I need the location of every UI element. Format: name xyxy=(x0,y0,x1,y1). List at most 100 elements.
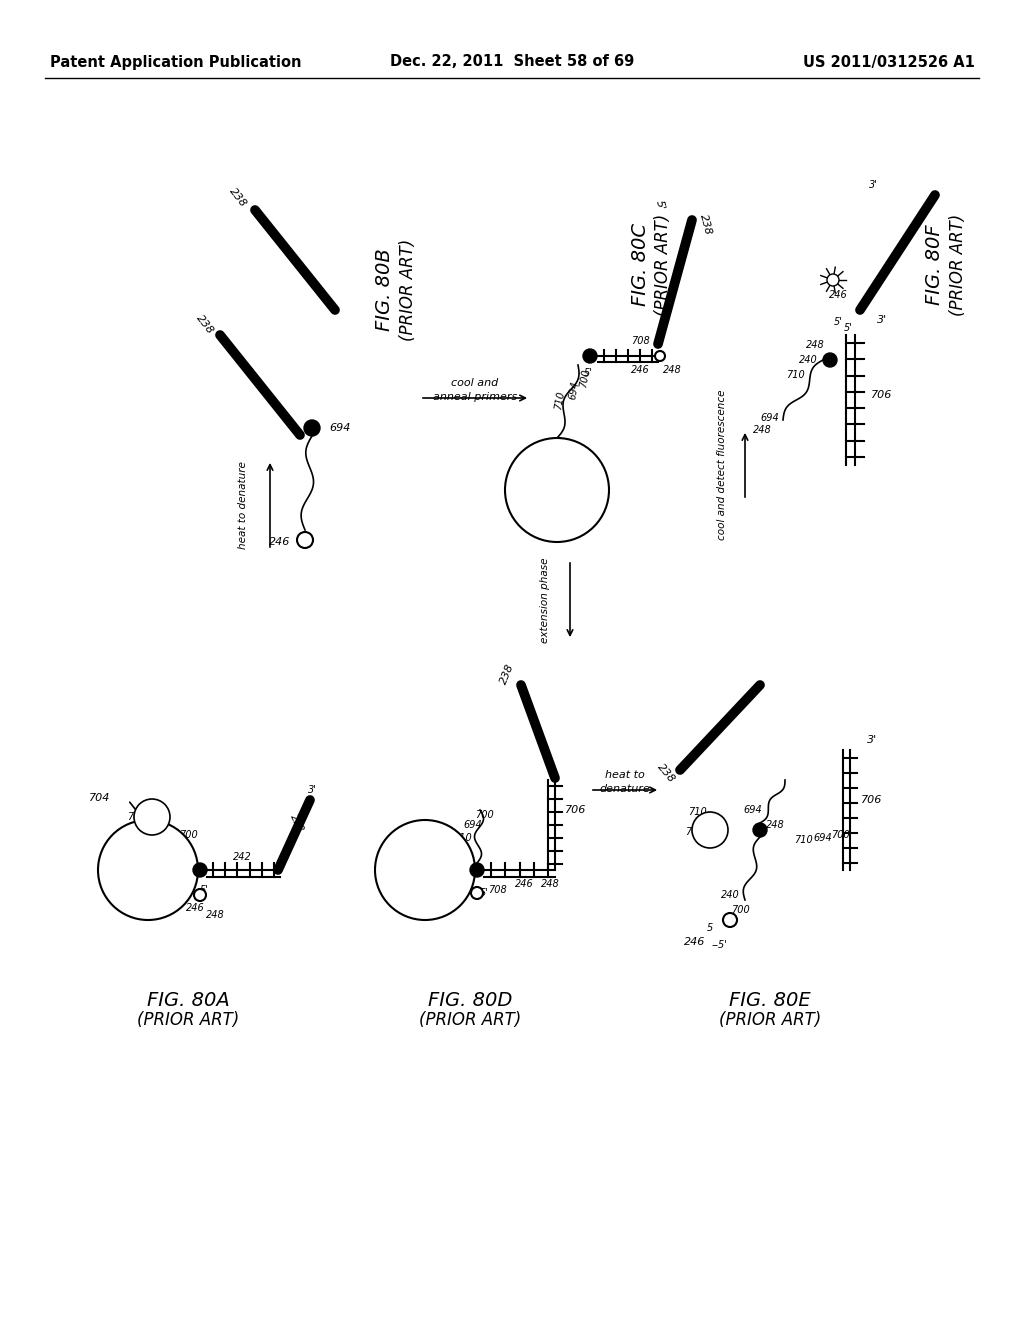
Text: 708: 708 xyxy=(127,812,145,822)
Text: --5': --5' xyxy=(712,940,728,950)
Circle shape xyxy=(692,812,728,847)
Circle shape xyxy=(375,820,475,920)
Text: 246: 246 xyxy=(684,937,706,946)
Text: 708: 708 xyxy=(631,337,649,346)
Text: 700: 700 xyxy=(475,810,494,820)
Text: 248: 248 xyxy=(206,909,224,920)
Circle shape xyxy=(470,863,484,876)
Text: (PRIOR ART): (PRIOR ART) xyxy=(399,239,417,341)
Text: 694: 694 xyxy=(330,422,350,433)
Text: FIG. 80C: FIG. 80C xyxy=(631,223,649,306)
Text: 708: 708 xyxy=(487,884,507,895)
Text: 258: 258 xyxy=(289,812,305,834)
Circle shape xyxy=(471,887,483,899)
Text: 238: 238 xyxy=(698,214,714,236)
Text: 694: 694 xyxy=(169,840,187,850)
Text: 248: 248 xyxy=(806,341,824,350)
Text: anneal primers: anneal primers xyxy=(433,392,517,403)
Text: 706: 706 xyxy=(871,389,893,400)
Text: FIG. 80D: FIG. 80D xyxy=(428,990,512,1010)
Text: 700: 700 xyxy=(830,830,849,840)
Text: 5': 5' xyxy=(834,317,843,327)
Circle shape xyxy=(98,820,198,920)
Circle shape xyxy=(304,420,319,436)
Text: 240: 240 xyxy=(108,888,129,898)
Text: US 2011/0312526 A1: US 2011/0312526 A1 xyxy=(803,54,975,70)
Text: 248: 248 xyxy=(753,425,771,436)
Text: 248: 248 xyxy=(541,879,559,888)
Text: denature: denature xyxy=(600,784,650,795)
Text: 3': 3' xyxy=(867,735,878,744)
Text: 246: 246 xyxy=(269,537,291,546)
Text: 238: 238 xyxy=(195,313,215,337)
Text: (PRIOR ART): (PRIOR ART) xyxy=(419,1011,521,1030)
Text: 694: 694 xyxy=(743,805,763,814)
Text: 248: 248 xyxy=(242,366,262,388)
Text: 246: 246 xyxy=(515,879,534,888)
Text: 5': 5' xyxy=(844,323,852,333)
Text: 3': 3' xyxy=(307,785,316,795)
Text: 3': 3' xyxy=(877,315,887,325)
Circle shape xyxy=(193,863,207,876)
Text: 240: 240 xyxy=(512,508,534,517)
Circle shape xyxy=(297,532,313,548)
Text: 240: 240 xyxy=(721,890,739,900)
Text: extension phase: extension phase xyxy=(540,557,550,643)
Text: FIG. 80B: FIG. 80B xyxy=(376,248,394,331)
Circle shape xyxy=(655,351,665,360)
Text: 700: 700 xyxy=(731,906,750,915)
Text: 246: 246 xyxy=(828,290,848,300)
Text: 5': 5' xyxy=(584,368,593,378)
Text: 694: 694 xyxy=(814,833,833,843)
Text: cool and detect fluorescence: cool and detect fluorescence xyxy=(717,389,727,540)
Circle shape xyxy=(753,822,767,837)
Text: 240: 240 xyxy=(382,888,403,898)
Circle shape xyxy=(583,348,597,363)
Text: FIG. 80A: FIG. 80A xyxy=(146,990,229,1010)
Circle shape xyxy=(194,888,206,902)
Text: heat to denature: heat to denature xyxy=(238,461,248,549)
Text: 706: 706 xyxy=(861,795,883,805)
Circle shape xyxy=(823,352,837,367)
Text: Dec. 22, 2011  Sheet 58 of 69: Dec. 22, 2011 Sheet 58 of 69 xyxy=(390,54,634,70)
Text: 710: 710 xyxy=(785,370,805,380)
Text: 700: 700 xyxy=(579,368,592,388)
Text: 694: 694 xyxy=(567,380,581,400)
Text: 238: 238 xyxy=(227,186,249,210)
Text: 710: 710 xyxy=(453,833,471,843)
Text: 246: 246 xyxy=(631,366,649,375)
Text: 706: 706 xyxy=(565,805,587,814)
Circle shape xyxy=(134,799,170,836)
Text: 700: 700 xyxy=(178,830,198,840)
Text: 248: 248 xyxy=(663,366,681,375)
Text: 248: 248 xyxy=(766,820,784,830)
Text: 240: 240 xyxy=(799,355,817,366)
Text: (PRIOR ART): (PRIOR ART) xyxy=(949,214,967,315)
Text: Patent Application Publication: Patent Application Publication xyxy=(50,54,301,70)
Text: heat to: heat to xyxy=(605,770,645,780)
Text: 710: 710 xyxy=(688,807,707,817)
Text: 710: 710 xyxy=(159,850,177,861)
Text: (PRIOR ART): (PRIOR ART) xyxy=(654,214,672,315)
Text: 710: 710 xyxy=(794,836,812,845)
Text: 5': 5' xyxy=(200,884,209,895)
Text: 238: 238 xyxy=(499,663,516,686)
Text: 694: 694 xyxy=(464,820,482,830)
Text: 5': 5' xyxy=(654,199,667,211)
Text: 694: 694 xyxy=(761,413,779,422)
Circle shape xyxy=(827,275,839,286)
Text: (PRIOR ART): (PRIOR ART) xyxy=(719,1011,821,1030)
Text: 704: 704 xyxy=(89,793,111,803)
Text: 710: 710 xyxy=(553,389,566,411)
Text: FIG. 80E: FIG. 80E xyxy=(729,990,811,1010)
Text: 246: 246 xyxy=(185,903,205,913)
Text: (PRIOR ART): (PRIOR ART) xyxy=(137,1011,240,1030)
Text: 5: 5 xyxy=(707,923,713,933)
Circle shape xyxy=(505,438,609,543)
Text: 708: 708 xyxy=(685,828,703,837)
Text: cool and: cool and xyxy=(452,378,499,388)
Text: 3': 3' xyxy=(868,180,878,190)
Circle shape xyxy=(723,913,737,927)
Text: 242: 242 xyxy=(232,851,251,862)
Text: 5': 5' xyxy=(479,888,488,898)
